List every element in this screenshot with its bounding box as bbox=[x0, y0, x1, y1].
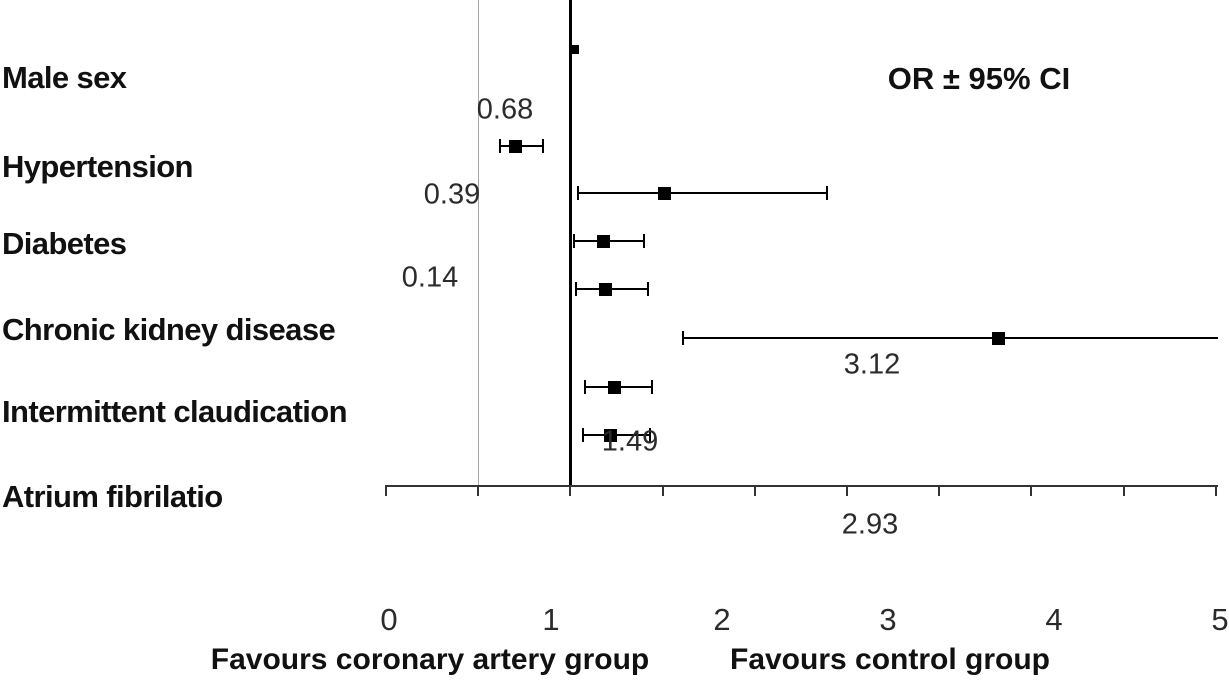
axis-tick-5 bbox=[846, 486, 848, 496]
category-label-3: Diabetes bbox=[2, 226, 127, 261]
axis-tick-label-3: 3 bbox=[879, 602, 897, 637]
ci-cap-left-8 bbox=[582, 428, 585, 442]
or-marker-2 bbox=[508, 139, 522, 153]
axis-tick-label-0: 0 bbox=[380, 602, 398, 637]
ci-cap-left-7 bbox=[584, 380, 587, 394]
or-marker-8 bbox=[604, 428, 618, 442]
or-annotation-2: 0.39 bbox=[423, 178, 481, 211]
ci-bar-6 bbox=[682, 337, 1218, 339]
or-annotation-6: 2.93 bbox=[841, 508, 899, 541]
or-marker-3 bbox=[657, 186, 671, 200]
or-marker-5 bbox=[598, 282, 612, 296]
axis-tick-2 bbox=[569, 486, 572, 496]
reference-line-black bbox=[568, 0, 572, 486]
category-label-1: Male sex bbox=[2, 60, 127, 95]
ci-cap-left-5 bbox=[574, 282, 577, 296]
or-marker-1 bbox=[569, 44, 579, 54]
axis-caption-right: Favours control group bbox=[729, 643, 1051, 676]
ci-cap-left-3 bbox=[576, 186, 579, 200]
category-label-6: Atrium fibrilatio bbox=[2, 479, 223, 514]
ci-cap-right-5 bbox=[646, 282, 649, 296]
axis-tick-label-1: 1 bbox=[542, 602, 560, 637]
ci-cap-right-7 bbox=[650, 380, 653, 394]
ci-cap-left-4 bbox=[573, 234, 576, 248]
or-marker-7 bbox=[608, 380, 622, 394]
or-annotation-4: 3.12 bbox=[843, 348, 901, 381]
axis-tick-6 bbox=[938, 486, 941, 496]
ci-cap-right-2 bbox=[541, 139, 544, 153]
or-annotation-5: 1.49 bbox=[601, 425, 659, 458]
ci-cap-right-3 bbox=[825, 186, 828, 200]
axis-caption-left: Favours coronary artery group bbox=[210, 643, 650, 676]
ci-cap-right-4 bbox=[643, 234, 646, 248]
ci-cap-right-8 bbox=[648, 428, 651, 442]
ci-cap-left-2 bbox=[499, 139, 502, 153]
category-label-5: Intermittent claudication bbox=[2, 394, 348, 429]
category-label-4: Chronic kidney disease bbox=[2, 312, 336, 347]
x-axis-line bbox=[385, 485, 1218, 487]
or-marker-6 bbox=[991, 331, 1005, 345]
ci-cap-left-6 bbox=[681, 331, 684, 345]
category-label-2: Hypertension bbox=[2, 149, 194, 184]
axis-tick-label-5: 5 bbox=[1211, 602, 1229, 637]
axis-tick-label-4: 4 bbox=[1045, 602, 1063, 637]
axis-tick-3 bbox=[661, 486, 664, 496]
or-marker-4 bbox=[597, 234, 611, 248]
axis-tick-1 bbox=[477, 486, 480, 496]
reference-line-gray bbox=[477, 0, 479, 486]
or-annotation-3: 0.14 bbox=[401, 261, 459, 294]
ci-bar-3 bbox=[577, 192, 827, 194]
axis-tick-8 bbox=[1122, 486, 1125, 496]
or-annotation-1: 0.68 bbox=[476, 93, 534, 126]
axis-tick-label-2: 2 bbox=[713, 602, 731, 637]
axis-tick-9 bbox=[1214, 486, 1217, 496]
axis-tick-7 bbox=[1030, 486, 1033, 496]
axis-tick-0 bbox=[385, 486, 387, 496]
legend-or-ci: OR ± 95% CI bbox=[887, 61, 1071, 96]
axis-tick-4 bbox=[753, 486, 756, 496]
